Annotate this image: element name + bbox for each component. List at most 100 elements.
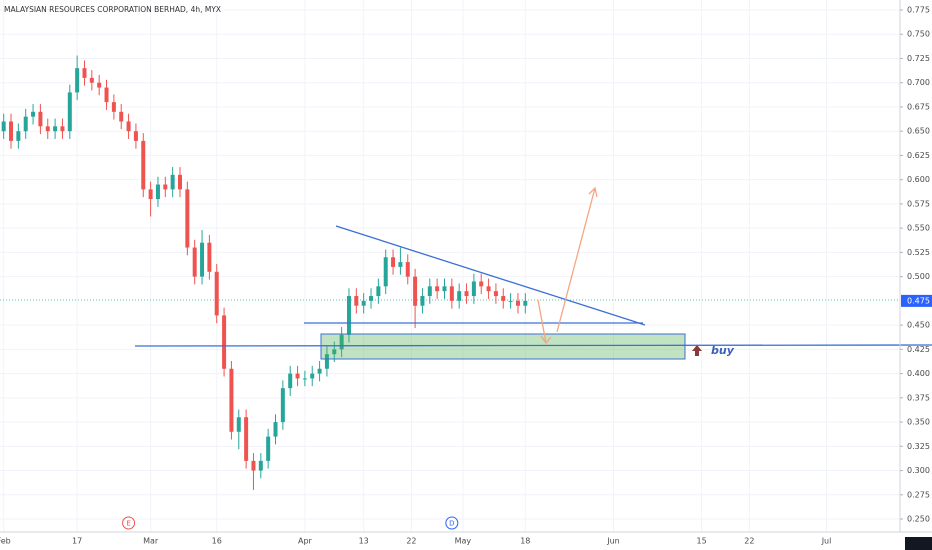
candle-body — [310, 373, 315, 379]
candle-body — [97, 82, 102, 88]
candle-body — [449, 286, 454, 301]
candle-body — [369, 296, 374, 301]
candle-body — [523, 300, 528, 306]
event-marker — [445, 516, 459, 530]
candle-body — [207, 242, 212, 272]
y-tick-label: 0.500 — [907, 272, 930, 281]
candle-body — [178, 174, 182, 190]
candle-body — [391, 257, 396, 267]
x-tick-label: 16 — [212, 537, 222, 546]
candle-body — [339, 334, 344, 350]
candle-body — [170, 174, 175, 190]
x-tick-label: 18 — [520, 537, 530, 546]
candle-body — [354, 296, 359, 306]
candle-body — [23, 116, 28, 132]
candle-body — [104, 87, 109, 103]
candle-body — [479, 281, 484, 287]
candle-body — [508, 300, 513, 302]
candle-body — [420, 296, 425, 306]
candle-body — [119, 111, 124, 122]
x-tick-label: Jul — [821, 537, 832, 546]
y-tick-label: 0.275 — [907, 490, 930, 499]
candle-body — [111, 102, 116, 112]
event-label: D — [449, 520, 454, 528]
y-tick-label: 0.725 — [907, 54, 930, 63]
candle-body — [258, 460, 263, 471]
candles — [1, 55, 528, 490]
candle-body — [471, 281, 476, 297]
x-tick-label: 17 — [72, 537, 82, 546]
candle-body — [501, 296, 506, 301]
candle-body — [515, 300, 520, 306]
candle-body — [280, 388, 285, 423]
candle-body — [126, 121, 131, 132]
candle-body — [457, 291, 462, 301]
y-tick-label: 0.775 — [907, 5, 930, 14]
x-tick-label: 22 — [744, 537, 754, 546]
y-tick-label: 0.600 — [907, 175, 930, 184]
y-tick-label: 0.650 — [907, 127, 930, 136]
y-tick-label: 0.550 — [907, 224, 930, 233]
buy-icon — [692, 345, 702, 356]
candle-body — [148, 189, 153, 200]
candle-body — [346, 296, 351, 335]
y-tick-label: 0.675 — [907, 102, 930, 111]
event-marker — [122, 516, 136, 530]
x-tick-label: 13 — [359, 537, 369, 546]
candle-body — [244, 417, 249, 461]
last-price-box — [901, 294, 932, 307]
candle-body — [273, 422, 278, 437]
candle-body — [38, 111, 43, 127]
y-tick-label: 0.300 — [907, 466, 930, 475]
candle-body — [214, 271, 219, 316]
x-tick-label: 15 — [697, 537, 707, 546]
x-tick-label: 22 — [406, 537, 416, 546]
horizontal-line — [134, 344, 932, 347]
y-tick-label: 0.750 — [907, 30, 930, 39]
candle-body — [361, 300, 366, 306]
x-tick-label: Apr — [298, 537, 313, 546]
y-tick-label: 0.400 — [907, 369, 930, 378]
candle-body — [435, 286, 440, 292]
trendline — [335, 225, 646, 326]
x-tick-label: Jun — [606, 537, 620, 546]
candle-body — [1, 121, 6, 132]
candle-body — [200, 242, 205, 277]
candle-body — [67, 92, 72, 132]
candle-body — [376, 286, 381, 297]
candle-body — [493, 291, 498, 297]
candle-body — [155, 184, 160, 200]
candle-body — [53, 126, 58, 132]
candle-body — [31, 111, 36, 117]
y-tick-label: 0.325 — [907, 442, 930, 451]
buy-zone — [320, 333, 686, 360]
y-tick-label: 0.575 — [907, 199, 930, 208]
candle-body — [75, 68, 80, 93]
candle-body — [236, 417, 241, 432]
candle-body — [295, 373, 300, 379]
candle-body — [317, 368, 322, 374]
candle-body — [405, 262, 410, 277]
event-label: E — [126, 520, 130, 528]
x-tick-label: Mar — [143, 537, 159, 546]
grid — [0, 0, 900, 532]
candle-body — [133, 131, 138, 141]
candle-body — [324, 354, 329, 369]
candle-body — [45, 126, 50, 132]
candle-body — [486, 286, 491, 292]
arrow-head — [588, 186, 598, 198]
y-tick-label: 0.350 — [907, 418, 930, 427]
candle-body — [89, 77, 94, 83]
candle-body — [266, 436, 271, 461]
chart-title: MALAYSIAN RESOURCES CORPORATION BERHAD, … — [4, 5, 221, 14]
candle-body — [464, 291, 469, 297]
y-tick-label: 0.625 — [907, 151, 930, 160]
candle-body — [332, 349, 337, 355]
y-tick-label: 0.700 — [907, 78, 930, 87]
candle-body — [427, 286, 432, 297]
arrow-up — [556, 187, 596, 333]
x-tick-label: May — [455, 537, 472, 546]
y-tick-label: 0.450 — [907, 321, 930, 330]
candle-body — [16, 131, 21, 141]
